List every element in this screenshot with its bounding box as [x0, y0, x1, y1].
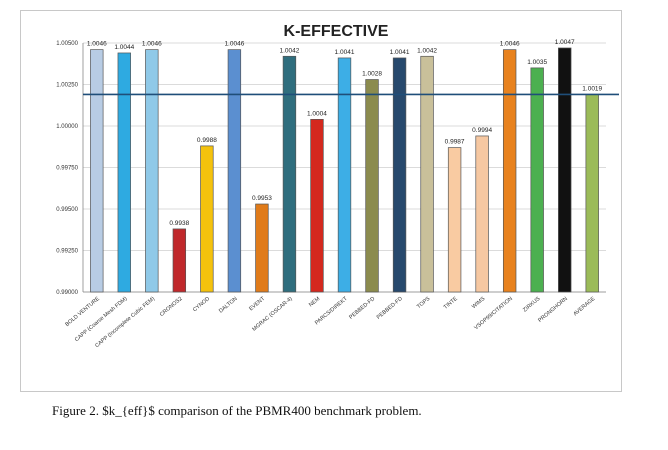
bar — [145, 49, 159, 293]
chart: K-EFFECTIVE 0.99000 0.99250 0.99500 0.99750… — [56, 23, 619, 349]
bar-value-label: 0.9988 — [197, 137, 217, 144]
bar — [502, 49, 517, 293]
bar-value-label: 1.0046 — [224, 41, 244, 48]
y-tick-label: 1.00250 — [56, 83, 78, 89]
bar — [447, 147, 462, 293]
bar — [282, 55, 297, 293]
bar-value-label: 1.0035 — [527, 59, 547, 66]
bar-value-label: 1.0047 — [555, 39, 575, 46]
bar — [227, 49, 242, 293]
bar — [392, 57, 407, 293]
bar — [200, 145, 214, 293]
y-tick-label: 0.99250 — [56, 249, 78, 255]
x-tick-label: ZIRKUS — [522, 296, 542, 314]
bar-value-label: 0.9994 — [472, 127, 492, 134]
bar — [172, 228, 187, 293]
bar — [255, 203, 269, 293]
x-tick-label: TOPS — [416, 296, 432, 310]
x-tick-label: EVENT — [248, 296, 266, 313]
bar-value-label: 1.0041 — [390, 49, 410, 56]
bar-value-label: 0.9953 — [252, 195, 272, 202]
bar-value-label: 1.0046 — [500, 41, 520, 48]
x-tick-label: AVERAGE — [573, 296, 597, 318]
x-tick-label: CRONOS2 — [159, 296, 184, 318]
x-tick-label: CAPP (Coarse Mesh FDM) — [74, 296, 129, 343]
y-tick-label: 1.00000 — [56, 124, 78, 130]
bar — [475, 135, 489, 293]
x-tick-label: PEBBED-FD — [376, 296, 404, 321]
y-tick-label: 1.00500 — [56, 41, 78, 47]
chart-title: K-EFFECTIVE — [284, 23, 389, 40]
bar-value-label: 1.0046 — [87, 41, 107, 48]
x-tick-label: PEBBED-FD — [348, 296, 376, 321]
x-tick-label: WIMS — [471, 296, 487, 310]
bar-value-label: 1.0004 — [307, 110, 327, 117]
bar-value-label: 1.0028 — [362, 71, 382, 78]
bar — [558, 47, 572, 293]
bar — [585, 94, 599, 293]
bar — [117, 52, 131, 293]
x-tick-label: CYNOD — [192, 296, 211, 313]
bar-value-label: 1.0044 — [114, 44, 134, 51]
bar-value-label: 1.0042 — [280, 47, 300, 54]
x-tick-label: NEM — [308, 296, 322, 309]
bar — [337, 57, 352, 293]
y-tick-label: 0.99500 — [56, 207, 78, 213]
bar-value-label: 1.0019 — [582, 85, 602, 92]
bar-value-label: 1.0042 — [417, 47, 437, 54]
y-tick-label: 0.99000 — [56, 290, 78, 296]
x-tick-label: CAPP (Incomplete Cubic FEM) — [94, 296, 156, 349]
bar — [420, 55, 434, 293]
bar-value-label: 1.0041 — [335, 49, 355, 56]
bar — [365, 79, 379, 293]
y-tick-label: 0.99750 — [56, 166, 78, 172]
bar — [530, 67, 544, 293]
chart-frame: K-EFFECTIVE 0.99000 0.99250 0.99500 0.99750… — [20, 10, 622, 392]
x-tick-label: DALTON — [218, 296, 239, 315]
figure-caption: Figure 2. $k_{eff}$ comparison of the PB… — [52, 403, 422, 418]
bar-value-label: 1.0046 — [142, 41, 162, 48]
bar — [90, 49, 104, 293]
bar-value-label: 0.9987 — [445, 139, 465, 146]
bar — [310, 119, 324, 293]
bar-value-label: 0.9938 — [169, 220, 189, 227]
x-tick-label: TINTE — [443, 296, 459, 311]
x-tick-label: PRONGHORN — [537, 296, 569, 324]
